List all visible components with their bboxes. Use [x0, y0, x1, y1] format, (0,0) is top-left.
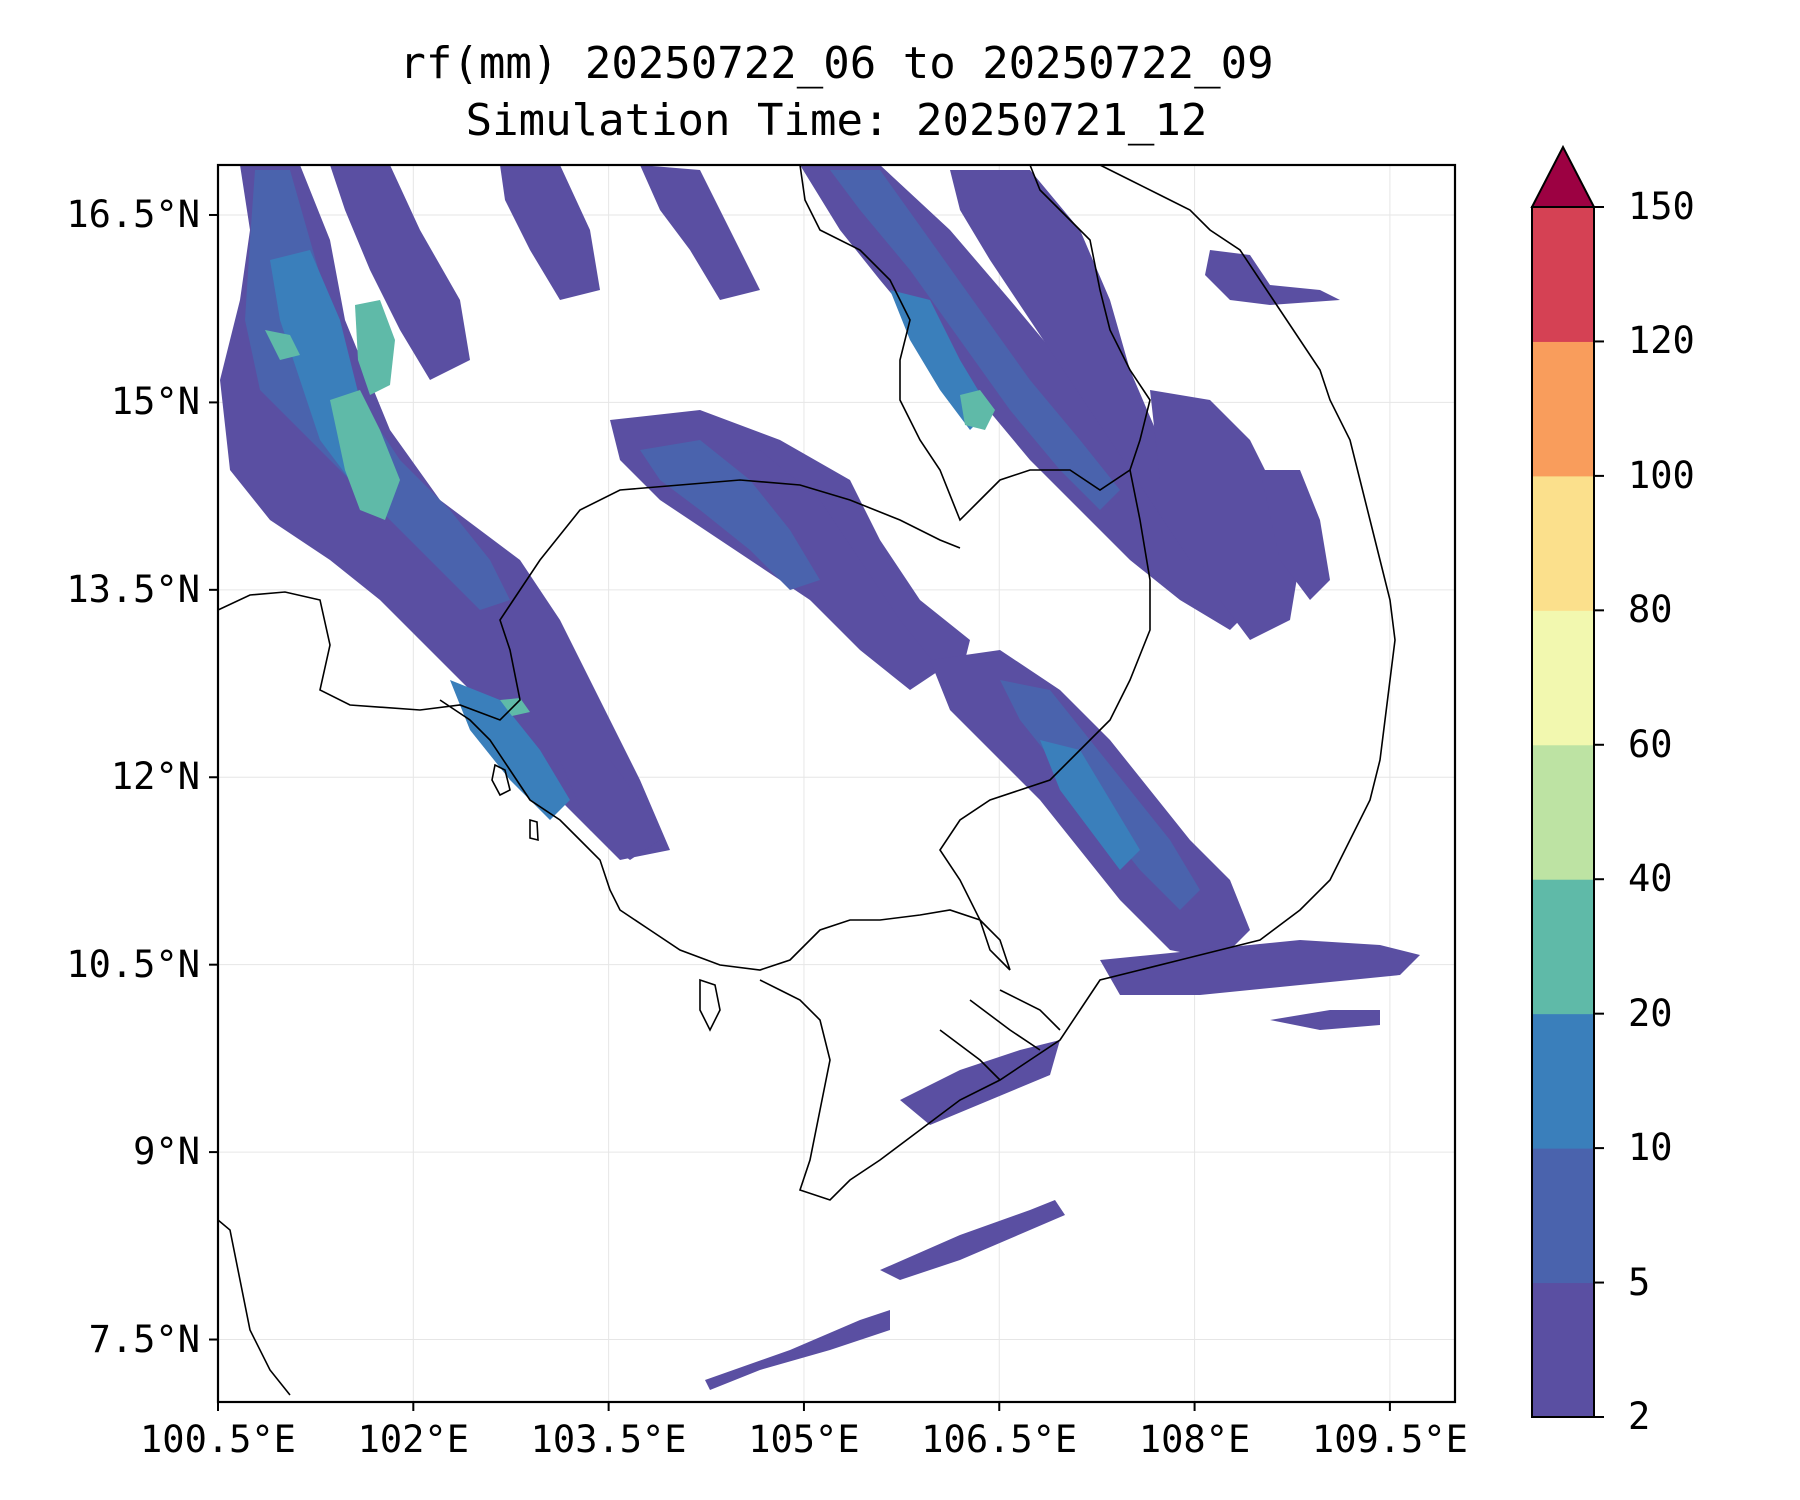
rain-band-delta-coast: [900, 1040, 1060, 1125]
colorbar-tick-label: 60: [1628, 722, 1673, 766]
map-subtitle: Simulation Time: 20250721_12: [465, 95, 1208, 146]
rainfall-contours: [220, 165, 1420, 1390]
y-tick-label: 13.5°N: [66, 567, 200, 611]
kong-island: [491, 763, 511, 797]
colorbar-segment: [1532, 1282, 1594, 1418]
colorbar-tick-label: 120: [1628, 319, 1695, 363]
thailand-gulf-coast: [218, 1219, 291, 1396]
rain-heavy-sw: [450, 680, 570, 820]
rain-heavy-se: [1040, 740, 1140, 870]
rain-moderate-ne: [830, 170, 1120, 510]
rain-core-nw-1: [355, 300, 395, 395]
delta-river-3: [999, 989, 1061, 1031]
y-tick-label: 12°N: [110, 755, 200, 799]
colorbar-segment: [1532, 610, 1594, 746]
colorbar-segment: [1532, 341, 1594, 477]
rain-band-coast-east: [1260, 470, 1330, 600]
rain-band-north-a: [500, 165, 600, 300]
x-tick-label: 108°E: [1138, 1418, 1251, 1461]
rain-core-ne: [960, 390, 995, 430]
rain-band-north-b: [640, 165, 760, 300]
map-gridlines: [217, 165, 1455, 1402]
map-frame: [216, 163, 1457, 1404]
y-tick-label: 9°N: [133, 1130, 200, 1174]
x-tick-label: 109.5°E: [1311, 1418, 1468, 1461]
colorbar-tick-label: 2: [1628, 1395, 1651, 1438]
rain-band-sea-1: [880, 1200, 1065, 1280]
x-tick-label: 103.5°E: [530, 1418, 687, 1461]
cambodia-coast: [439, 699, 1011, 971]
colorbar-frame: [1531, 206, 1595, 1418]
colorbar-tick-label: 10: [1628, 1126, 1673, 1170]
map-title: rf(mm) 20250722_06 to 20250722_09: [399, 38, 1274, 89]
rain-moderate-central: [640, 440, 820, 590]
rain-band-mekong-delta: [1100, 940, 1420, 995]
vietnam-south-coast: [759, 165, 1396, 1201]
colorbar: [1530, 144, 1604, 1418]
rain-band-east-2: [1150, 390, 1300, 640]
y-tick-label: 7.5°N: [88, 1317, 200, 1361]
phu-quoc-island: [699, 978, 721, 1032]
cambodia-thailand-border: [218, 479, 961, 721]
colorbar-tick-label: 100: [1628, 453, 1695, 497]
rain-core-nw-2: [330, 390, 400, 520]
delta-river-2: [969, 999, 1041, 1051]
rain-core-nw-3: [265, 330, 300, 360]
colorbar-segment: [1532, 207, 1594, 342]
rain-band-sw-coast: [560, 760, 660, 860]
x-tick-label: 106.5°E: [921, 1418, 1078, 1461]
rain-band-far-east: [1205, 250, 1340, 305]
laos-vietnam-border: [799, 165, 1151, 522]
colorbar-tick-label: 20: [1628, 991, 1673, 1035]
colorbar-extend-arrow: [1530, 144, 1596, 208]
cambodia-vietnam-border: [939, 469, 1151, 971]
x-tick-marks: [217, 1402, 1391, 1411]
colorbar-segment: [1532, 1013, 1594, 1149]
colorbar-segment: [1532, 879, 1594, 1015]
x-tick-label: 105°E: [748, 1418, 860, 1461]
delta-river-1: [939, 1029, 1001, 1081]
rain-band-sea-2: [705, 1310, 890, 1390]
rain-band-sea-3: [1270, 1010, 1380, 1030]
colorbar-tick-label: 5: [1628, 1260, 1651, 1304]
x-tick-label: 102°E: [357, 1418, 469, 1461]
y-tick-label: 16.5°N: [66, 192, 200, 236]
colorbar-tick-label: 40: [1628, 857, 1673, 901]
rain-band-northwest-2: [330, 165, 470, 380]
colorbar-tick-label: 80: [1628, 588, 1673, 632]
y-tick-marks: [209, 213, 218, 1341]
rain-core-sw: [500, 698, 530, 716]
coastlines-and-borders: [218, 165, 1396, 1396]
y-tick-label: 10.5°N: [66, 942, 200, 986]
colorbar-tick-label: 150: [1628, 185, 1695, 228]
y-tick-label: 15°N: [110, 380, 200, 424]
colorbar-segment: [1532, 1148, 1594, 1284]
colorbar-segment: [1532, 744, 1594, 880]
x-tick-label: 100.5°E: [140, 1418, 296, 1461]
colorbar-segment: [1532, 475, 1594, 611]
gulf-island: [529, 818, 539, 842]
